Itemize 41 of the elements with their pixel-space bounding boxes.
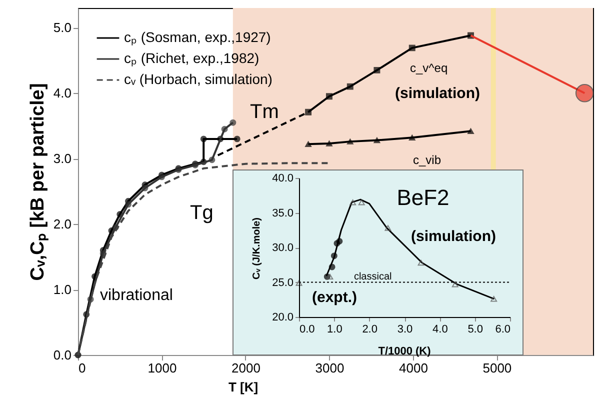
x-tick-label: 4.0	[432, 324, 448, 336]
y-tick-label: 25.0	[272, 276, 294, 289]
x-tick-label: 1.0	[327, 324, 342, 336]
legend-label: cₚ (Richet, exp.,1982)	[124, 50, 260, 67]
annotation: Tg	[190, 202, 214, 224]
x-tick-label: 6.0	[495, 324, 510, 336]
x-tick-label: 3.0	[397, 324, 413, 336]
y-tick-label: 20.0	[272, 312, 294, 324]
y-tick-label: 2.0	[53, 216, 72, 232]
x-tick-label: 5000	[482, 360, 512, 376]
x-tick-label: 3000	[315, 360, 344, 376]
x-tick-label: 0	[78, 360, 86, 376]
legend-label: cᵥ (Horbach, simulation)	[124, 71, 272, 87]
annotation: Tm	[250, 101, 279, 123]
x-tick-label: 2.0	[362, 324, 378, 336]
annotation: c_v^eq	[410, 61, 448, 75]
y-tick-label: 0.0	[53, 348, 72, 362]
annotation: c_vib	[413, 153, 442, 167]
y-tick-label: 3.0	[53, 151, 72, 166]
y-axis-title: Cᵥ (J/K.mole)	[252, 218, 262, 280]
y-tick-label: 4.0	[53, 86, 72, 101]
ref-line-label: classical	[354, 271, 392, 282]
y-tick-label: 40.0	[272, 172, 294, 184]
x-tick-label: 1000	[148, 360, 177, 376]
chart-title: BeF2	[396, 185, 450, 210]
annotation: (expt.)	[312, 289, 358, 306]
annotation: (simulation)	[395, 85, 480, 102]
y-tick-label: 35.0	[272, 207, 294, 220]
x-tick-label: 0.0	[300, 324, 315, 336]
x-axis-title: T [K]	[228, 380, 258, 394]
y-tick-label: 1.0	[53, 282, 72, 298]
y-tick-label: 5.0	[53, 20, 72, 36]
x-axis-title: T/1000 (K)	[378, 346, 432, 358]
legend-label: cₚ (Sosman, exp.,1927)	[124, 29, 271, 46]
y-tick-label: 30.0	[272, 242, 294, 254]
x-tick-label: 4000	[399, 360, 428, 376]
x-tick-label: 5.0	[468, 324, 483, 336]
annotation: (simulation)	[411, 228, 496, 245]
x-tick-label: 2000	[232, 360, 260, 376]
y-axis-title: Cᵥ,Cₚ [kB per particle]	[27, 83, 48, 281]
annotation: vibrational	[100, 287, 173, 304]
